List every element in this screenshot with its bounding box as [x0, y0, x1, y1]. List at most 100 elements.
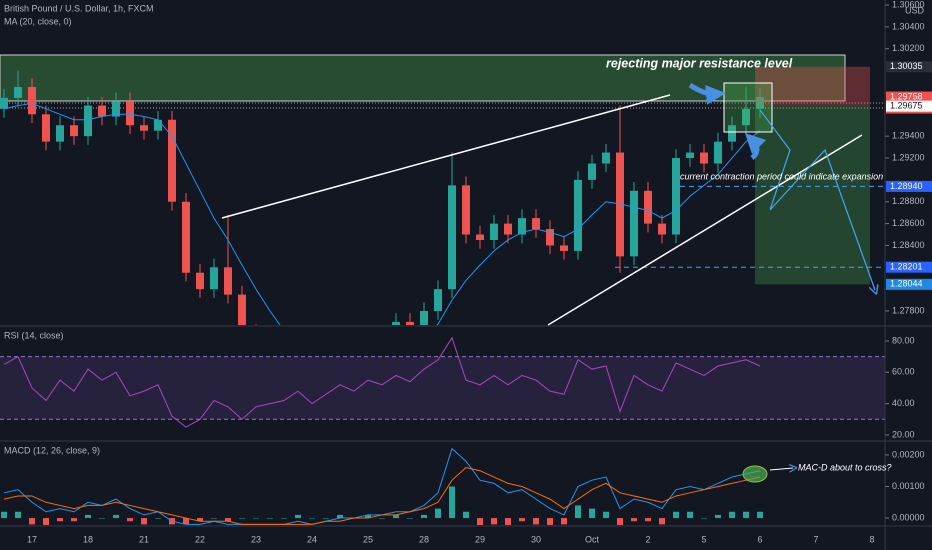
histogram-bar — [561, 518, 567, 525]
candle-body — [434, 289, 442, 312]
rsi-panel — [0, 336, 885, 428]
x-tick-label: 21 — [139, 534, 149, 544]
y-tick-label: 40.00 — [892, 398, 915, 408]
macd-panel — [1, 447, 763, 525]
candle-body — [70, 125, 78, 137]
price-tag-label: 1.28044 — [890, 279, 923, 289]
price-tag-label: 1.28201 — [890, 262, 923, 272]
histogram-bar — [127, 518, 133, 522]
candle-body — [56, 125, 64, 142]
price-tag-label: 1.29675 — [890, 100, 923, 110]
histogram-bar — [393, 514, 399, 519]
candle-body — [532, 218, 540, 230]
candle-body — [126, 101, 134, 126]
histogram-bar — [183, 518, 189, 525]
y-tick-label: 1.30400 — [892, 21, 925, 31]
x-tick-label: 5 — [701, 534, 706, 544]
candle-body — [518, 218, 526, 235]
histogram-bar — [631, 518, 637, 522]
x-tick-label: 22 — [195, 534, 205, 544]
annotation: current contraction period could indicat… — [680, 171, 883, 181]
histogram-bar — [309, 518, 315, 519]
histogram-bar — [57, 518, 63, 522]
y-tick-label: 20.00 — [892, 429, 915, 439]
x-tick-label: 29 — [475, 534, 485, 544]
price-tag-label: 1.29758 — [890, 91, 923, 101]
price-panel — [0, 66, 885, 325]
histogram-bar — [575, 505, 581, 519]
y-tick-label: 80.00 — [892, 335, 915, 345]
annotation: MAC-D about to cross? — [798, 462, 892, 472]
x-tick-label: Oct — [585, 534, 600, 544]
candle-body — [238, 294, 246, 325]
candle-body — [140, 125, 148, 131]
indicator-title: RSI (14, close) — [4, 330, 64, 340]
x-tick-label: 30 — [531, 534, 541, 544]
y-tick-label: 1.29200 — [892, 152, 925, 162]
labels: British Pound / U.S. Dollar, 1h, FXCM MA… — [4, 3, 925, 472]
y-tick-label: 1.27800 — [892, 305, 925, 315]
histogram-bar — [701, 518, 707, 519]
candle-body — [742, 108, 750, 126]
x-tick-label: 2 — [645, 534, 650, 544]
indicator-title: MACD (12, 26, close, 9) — [4, 445, 100, 455]
histogram-bar — [281, 518, 287, 519]
histogram-bar — [197, 518, 203, 522]
candle-body — [504, 223, 512, 235]
x-tick-label: 18 — [83, 534, 93, 544]
histogram-bar — [225, 518, 231, 522]
price-tag — [886, 61, 932, 73]
candle-body — [98, 105, 106, 117]
candle-body — [714, 141, 722, 164]
candle-body — [462, 185, 470, 235]
candle-body — [602, 152, 610, 164]
currency-label: USD — [905, 5, 925, 15]
arrow — [688, 82, 726, 105]
y-tick-label: 1.28600 — [892, 218, 925, 228]
price-tag — [886, 180, 932, 192]
histogram-bar — [617, 518, 623, 525]
candle-body — [42, 114, 50, 142]
histogram-bar — [533, 518, 539, 525]
histogram-bar — [239, 518, 245, 519]
candle-body — [14, 86, 22, 98]
histogram-bar — [687, 511, 693, 519]
histogram-bar — [407, 518, 413, 519]
x-tick-label: 17 — [27, 534, 37, 544]
price-tag-label: 1.28940 — [890, 181, 923, 191]
candle-body — [658, 223, 666, 235]
stop-zone — [755, 66, 870, 107]
candle-body — [630, 190, 638, 257]
pointer — [769, 468, 793, 470]
histogram-bar — [85, 514, 91, 519]
indicator-title: MA (20, close, 0) — [4, 16, 72, 26]
y-tick-label: 1.29400 — [892, 131, 925, 141]
histogram-bar — [421, 514, 427, 519]
histogram-bar — [1, 511, 7, 519]
histogram-bar — [477, 518, 483, 525]
histogram-bar — [323, 518, 329, 519]
target-zone — [755, 106, 870, 285]
candle-body — [448, 185, 456, 290]
ma-line — [3, 102, 761, 325]
macd-line — [3, 467, 761, 525]
x-tick-label: 25 — [363, 534, 373, 544]
trend-line — [221, 94, 671, 219]
histogram-bar — [673, 511, 679, 519]
y-tick-label: 0.00100 — [892, 481, 925, 491]
highlight-box — [723, 82, 773, 133]
candle-body — [154, 119, 162, 131]
histogram-bar — [659, 518, 665, 525]
price-tag-label: 1.30035 — [890, 61, 923, 71]
candle-body — [406, 321, 414, 325]
histogram-bar — [295, 514, 301, 519]
y-tick-label: 1.28800 — [892, 196, 925, 206]
candle-body — [588, 163, 596, 180]
histogram-bar — [267, 518, 273, 519]
candle-body — [210, 267, 218, 290]
candle-body — [700, 152, 708, 164]
x-tick-label: 6 — [757, 534, 762, 544]
